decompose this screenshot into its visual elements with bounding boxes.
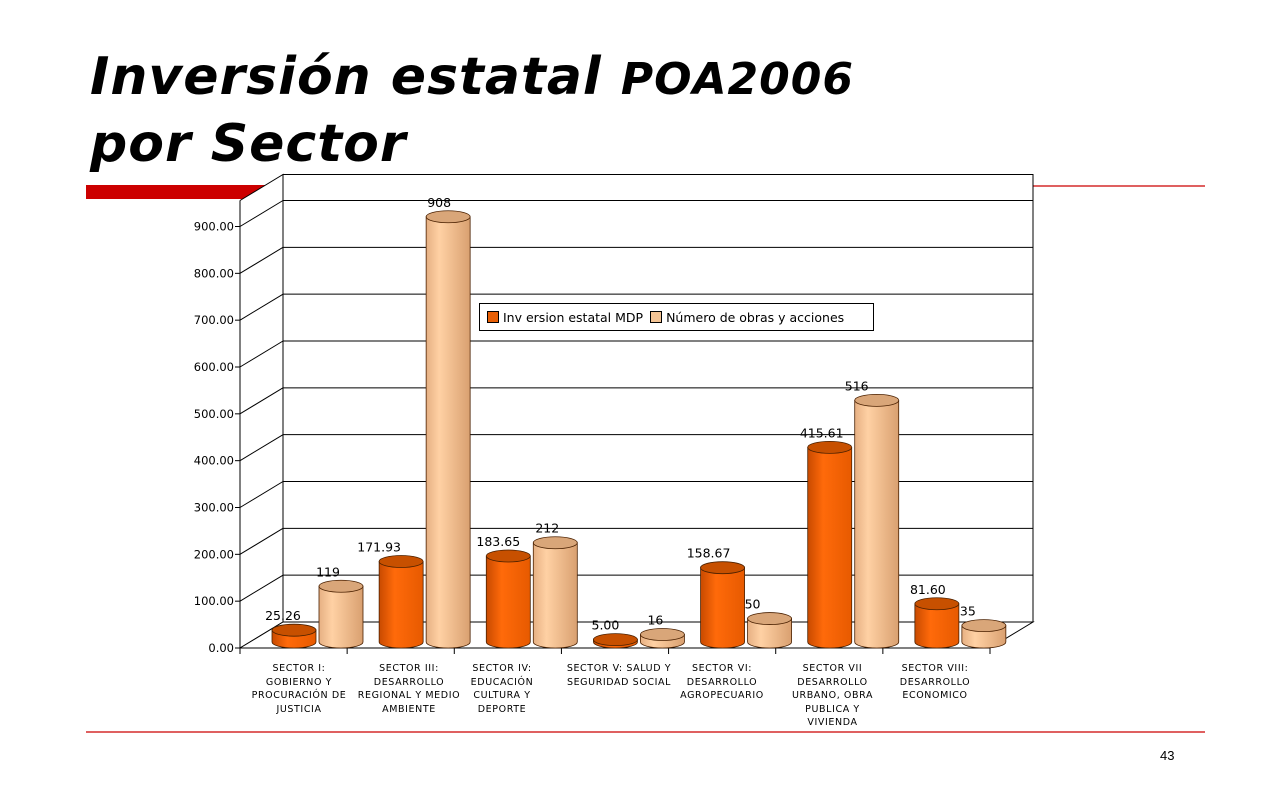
y-tick-label: 600.00 bbox=[194, 360, 234, 374]
data-label: 415.61 bbox=[800, 425, 844, 440]
legend-label-inversion: Inv ersion estatal MDP bbox=[503, 309, 644, 325]
bar-top bbox=[425, 210, 471, 224]
bar-top bbox=[318, 579, 364, 593]
bar-top bbox=[378, 555, 424, 568]
legend-item-obras: Número de obras y acciones bbox=[650, 310, 844, 325]
bar-inversion-6 bbox=[807, 440, 853, 649]
bar-top bbox=[807, 440, 853, 454]
gridline-side bbox=[239, 200, 284, 227]
bar-inversion-3 bbox=[485, 549, 531, 649]
title-line-2: por Sector bbox=[90, 114, 407, 174]
title-main: Inversión estatal bbox=[90, 47, 621, 107]
data-label: 516 bbox=[845, 378, 869, 393]
bar-obras-6 bbox=[854, 393, 900, 649]
bar-body bbox=[485, 555, 531, 649]
gridline-side bbox=[239, 293, 284, 321]
y-tick-label: 800.00 bbox=[194, 266, 234, 280]
bar-inversion-4 bbox=[593, 633, 638, 649]
bar-body bbox=[914, 603, 960, 649]
bar-inversion-5 bbox=[700, 561, 745, 649]
page-number: 43 bbox=[1160, 748, 1175, 763]
bar-obras-5 bbox=[747, 612, 792, 649]
title-year: POA2006 bbox=[620, 54, 855, 105]
bar-obras-4 bbox=[640, 628, 685, 649]
category-label-2: SECTOR III: DESARROLLO REGIONAL Y MEDIO … bbox=[357, 663, 461, 715]
legend-swatch-inversion bbox=[487, 311, 499, 323]
bar-inversion-2 bbox=[378, 555, 424, 649]
chart-side-wall bbox=[239, 173, 284, 649]
data-label: 25.26 bbox=[265, 608, 301, 623]
data-label: 16 bbox=[647, 613, 663, 628]
gridline-side bbox=[239, 434, 284, 462]
y-tick-label: 700.00 bbox=[194, 313, 234, 327]
y-tick-label: 200.00 bbox=[194, 547, 234, 561]
y-tick-label: 500.00 bbox=[194, 407, 234, 421]
bar-top bbox=[854, 393, 900, 407]
bar-body bbox=[854, 399, 900, 649]
data-label: 5.00 bbox=[592, 618, 620, 633]
gridline-side bbox=[239, 574, 284, 602]
chart-back-wall bbox=[282, 174, 1034, 623]
bar-inversion-1 bbox=[271, 623, 317, 649]
category-label-1: SECTOR I: GOBIERNO Y PROCURACIÓN DE JUST… bbox=[251, 663, 347, 715]
data-label: 50 bbox=[745, 597, 761, 612]
bar-body bbox=[700, 567, 745, 649]
bar-obras-2 bbox=[425, 210, 471, 649]
gridline-side bbox=[239, 481, 284, 508]
data-label: 908 bbox=[427, 195, 451, 210]
data-label: 183.65 bbox=[476, 534, 520, 549]
bar-obras-7 bbox=[961, 619, 1007, 649]
bar-top bbox=[700, 561, 745, 575]
bar-inversion-7 bbox=[914, 597, 960, 649]
gridline-side bbox=[239, 246, 284, 274]
bar-top bbox=[485, 549, 531, 563]
category-label-5: SECTOR VI: DESARROLLO AGROPECUARIO bbox=[680, 663, 764, 701]
bar-top bbox=[914, 597, 960, 611]
y-tick-label: 0.00 bbox=[208, 641, 234, 655]
category-label-7: SECTOR VIII: DESARROLLO ECONOMICO bbox=[899, 663, 971, 701]
bar-body bbox=[532, 542, 578, 649]
bar-body bbox=[807, 446, 853, 649]
bar-top bbox=[271, 623, 317, 637]
gridline-side bbox=[239, 387, 284, 415]
bar-top bbox=[532, 536, 578, 550]
category-label-4: SECTOR V: SALUD Y SEGURIDAD SOCIAL bbox=[566, 663, 672, 688]
bar-body bbox=[425, 216, 471, 649]
y-tick-label: 400.00 bbox=[194, 454, 234, 468]
bar-obras-1 bbox=[318, 579, 364, 649]
y-tick-label: 300.00 bbox=[194, 501, 234, 515]
data-label: 119 bbox=[316, 564, 340, 579]
gridline-side bbox=[239, 340, 284, 368]
data-label: 35 bbox=[960, 604, 976, 619]
bar-top bbox=[747, 612, 792, 625]
y-tick-label: 900.00 bbox=[194, 220, 234, 234]
legend-item-inversion: Inv ersion estatal MDP bbox=[487, 310, 643, 325]
data-label: 171.93 bbox=[357, 539, 401, 554]
bar-body bbox=[378, 561, 424, 649]
bar-top bbox=[593, 633, 638, 647]
bar-body bbox=[318, 585, 364, 649]
bar-top bbox=[640, 628, 685, 641]
data-label: 212 bbox=[535, 521, 559, 536]
legend-swatch-obras bbox=[650, 311, 663, 323]
legend-label-obras: Número de obras y acciones bbox=[666, 309, 845, 325]
slide-title: Inversión estatal POA2006 por Sector bbox=[90, 45, 854, 176]
chart-legend: Inv ersion estatal MDP Número de obras y… bbox=[479, 303, 874, 331]
y-tick-label: 100.00 bbox=[194, 594, 234, 608]
category-label-6: SECTOR VII DESARROLLO URBANO, OBRA PUBLI… bbox=[791, 663, 874, 728]
bar-body bbox=[747, 618, 792, 649]
bar-top bbox=[961, 619, 1007, 633]
category-label-3: SECTOR IV: EDUCACIÓN CULTURA Y DEPORTE bbox=[470, 663, 534, 715]
data-label: 81.60 bbox=[910, 582, 946, 597]
bar-obras-3 bbox=[532, 536, 578, 649]
gridline-side bbox=[239, 527, 284, 555]
data-label: 158.67 bbox=[687, 546, 731, 561]
